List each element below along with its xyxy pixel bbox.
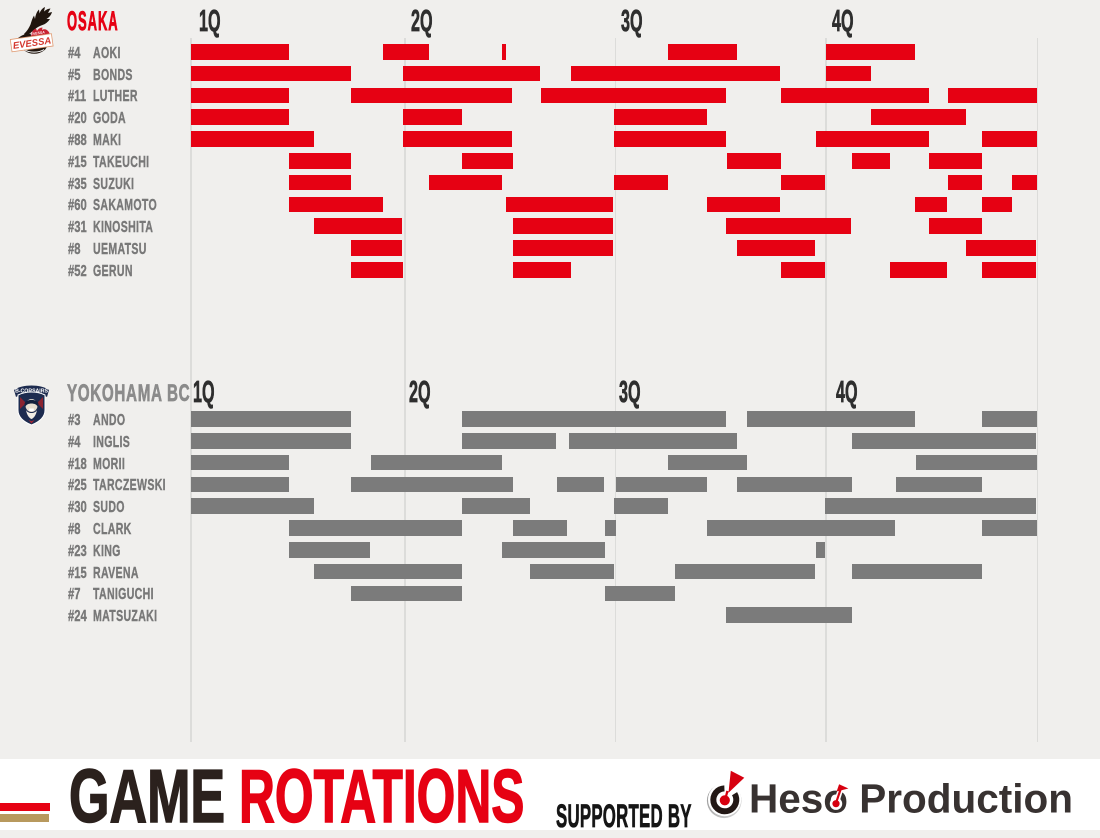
svg-text:Heso Production: Heso Production xyxy=(749,776,1073,822)
svg-text:EVESSA: EVESSA xyxy=(12,36,52,52)
svg-text:B-CORSAIRS: B-CORSAIRS xyxy=(15,388,48,394)
svg-text:EVESSA: EVESSA xyxy=(30,30,45,36)
